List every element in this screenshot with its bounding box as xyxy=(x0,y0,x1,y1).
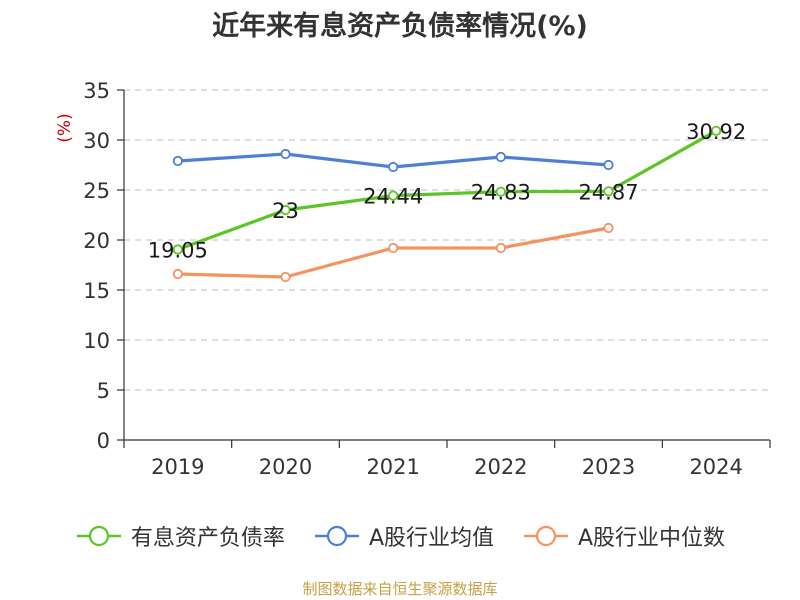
data-label: 24.87 xyxy=(578,180,638,204)
data-point xyxy=(603,222,614,234)
data-point xyxy=(711,125,722,136)
y-tick-label: 15 xyxy=(83,279,110,303)
legend-swatch xyxy=(314,525,359,547)
legend-swatch xyxy=(524,525,568,547)
data-point xyxy=(280,271,291,283)
legend: 有息资产负债率 A股行业均值 A股行业中位数 xyxy=(0,520,800,552)
legend-item: A股行业中位数 xyxy=(522,520,725,552)
data-label: 24.44 xyxy=(363,185,423,209)
data-point xyxy=(172,268,183,280)
series-line xyxy=(177,129,717,252)
data-point xyxy=(495,151,506,163)
y-tick-label: 35 xyxy=(83,79,110,103)
legend-item: A股行业均值 xyxy=(313,520,494,552)
y-tick-label: 20 xyxy=(83,229,110,253)
x-tick-label: 2022 xyxy=(474,455,527,479)
data-point xyxy=(603,159,614,171)
y-tick-label: 10 xyxy=(83,329,110,353)
y-tick-label: 30 xyxy=(83,129,110,153)
data-point xyxy=(495,242,506,254)
x-tick-label: 2021 xyxy=(366,455,419,479)
y-tick-label: 25 xyxy=(83,179,110,203)
y-tick-label: 0 xyxy=(97,429,110,453)
legend-label: A股行业中位数 xyxy=(578,526,726,551)
legend-item: 有息资产负债率 xyxy=(75,520,285,552)
data-point xyxy=(280,148,291,160)
x-tick-label: 2020 xyxy=(259,455,312,479)
y-tick-label: 5 xyxy=(97,379,110,403)
data-point xyxy=(172,244,183,255)
data-point xyxy=(603,186,614,197)
legend-label: A股行业均值 xyxy=(368,526,494,551)
legend-swatch xyxy=(76,525,121,547)
data-point xyxy=(388,190,399,201)
x-tick-label: 2024 xyxy=(689,455,742,479)
chart-title: 近年来有息资产负债率情况(%) xyxy=(212,11,588,42)
legend-label: 有息资产负债率 xyxy=(130,526,285,551)
line-chart: 0 5 10 15 20 25 30 35 2019 2020 2021 2022 2023 2024 (%… xyxy=(55,79,771,479)
x-tick-label: 2023 xyxy=(582,455,635,479)
data-label: 23 xyxy=(272,199,299,223)
data-point xyxy=(388,242,399,254)
x-tick-label: 2019 xyxy=(151,455,204,479)
data-point xyxy=(172,155,183,167)
data-label: 19.05 xyxy=(148,239,208,263)
data-point xyxy=(388,161,399,173)
y-axis-label: (%) xyxy=(55,113,75,142)
data-label: 30.92 xyxy=(686,120,746,144)
data-point xyxy=(280,204,291,216)
data-point xyxy=(495,186,506,197)
data-label: 24.83 xyxy=(471,181,531,205)
source-note: 制图数据来自恒生聚源数据库 xyxy=(302,580,498,598)
